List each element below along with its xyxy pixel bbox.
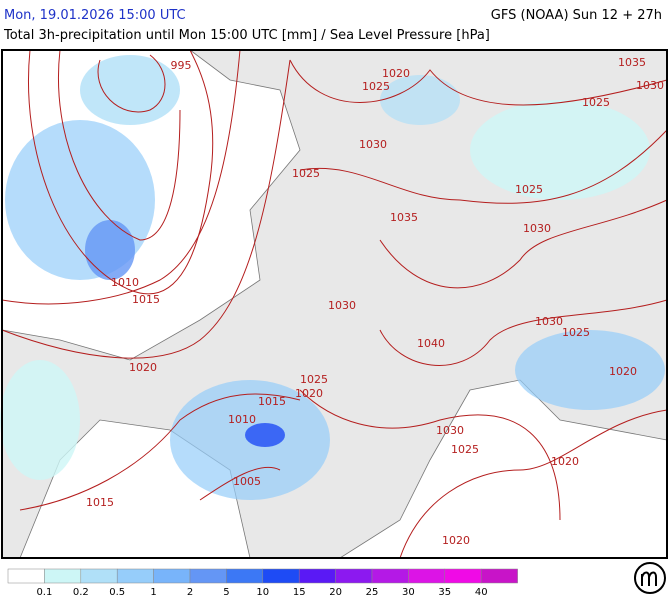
- legend-swatch: [262, 568, 300, 584]
- isobar-label: 1025: [582, 96, 610, 109]
- legend-swatch: [371, 568, 409, 584]
- precip-area: [515, 330, 665, 410]
- legend-swatch: [189, 568, 227, 584]
- isobar-label: 1030: [636, 79, 664, 92]
- precip-area: [245, 423, 285, 447]
- isobar-label: 1020: [551, 455, 579, 468]
- precip-area: [0, 360, 80, 480]
- precip-area: [80, 55, 180, 125]
- legend-label: 0.1: [36, 587, 52, 598]
- legend-swatch: [298, 568, 336, 584]
- map-frame: [1, 49, 668, 559]
- isobar-label: 1020: [442, 534, 470, 547]
- legend-label: 20: [329, 587, 342, 598]
- description: Total 3h-precipitation until Mon 15:00 U…: [3, 28, 490, 43]
- legend-swatch: [408, 568, 446, 584]
- legend-swatch: [153, 568, 191, 584]
- isobar-label: 1020: [382, 67, 410, 80]
- legend-label: 30: [402, 587, 415, 598]
- legend-label: 35: [438, 587, 451, 598]
- legend-swatch: [7, 568, 45, 584]
- legend-label: 2: [187, 587, 193, 598]
- legend-swatch: [480, 568, 518, 584]
- legend-swatch: [80, 568, 118, 584]
- isobar-label: 1020: [295, 387, 323, 400]
- legend-label: 0.2: [73, 587, 89, 598]
- legend-swatch: [44, 568, 82, 584]
- legend-label: 25: [366, 587, 379, 598]
- isobar-label: 1040: [417, 337, 445, 350]
- legend-label: 10: [256, 587, 269, 598]
- isobar-label: 1035: [618, 56, 646, 69]
- isobar-label: 1025: [515, 183, 543, 196]
- legend-label: 5: [223, 587, 229, 598]
- legend-label: 0.5: [109, 587, 125, 598]
- model-run: GFS (NOAA) Sun 12 + 27h: [491, 8, 662, 23]
- legend-label: 1: [150, 587, 156, 598]
- valid-time: Mon, 19.01.2026 15:00 UTC: [4, 8, 186, 23]
- isobar-label: 1020: [609, 365, 637, 378]
- isobar-label: 1030: [523, 222, 551, 235]
- isobar-label: 1030: [359, 138, 387, 151]
- isobar-label: 1025: [300, 373, 328, 386]
- isobar-label: 1025: [562, 326, 590, 339]
- logo: [634, 562, 666, 594]
- isobar-label: 1025: [451, 443, 479, 456]
- isobar-label: 1030: [436, 424, 464, 437]
- isobar-label: 1025: [292, 167, 320, 180]
- isobar-label: 1015: [132, 293, 160, 306]
- isobar-label: 1015: [86, 496, 114, 509]
- legend-label: 40: [475, 587, 488, 598]
- isobar-label: 1030: [535, 315, 563, 328]
- isobar-label: 1020: [129, 361, 157, 374]
- legend-swatch: [226, 568, 264, 584]
- map: 9951020102510351030102510301025102510351…: [0, 49, 668, 559]
- isobar-label: 1010: [111, 276, 139, 289]
- isobar-label: 1035: [390, 211, 418, 224]
- isobar-label: 1030: [328, 299, 356, 312]
- legend: 0.1 0.2 0.5 1 2 5 10 15 20 25 30 35 40: [7, 568, 518, 598]
- legend-swatch: [116, 568, 154, 584]
- isobar-label: 1010: [228, 413, 256, 426]
- legend-swatch: [335, 568, 373, 584]
- precip-area: [85, 220, 135, 280]
- legend-swatch: [444, 568, 482, 584]
- legend-label: 15: [293, 587, 306, 598]
- precip-area: [380, 75, 460, 125]
- isobar-label: 1025: [362, 80, 390, 93]
- precip-area: [470, 100, 650, 200]
- isobar-label: 1015: [258, 395, 286, 408]
- isobars: [1, 49, 668, 559]
- isobar-label: 1005: [233, 475, 261, 488]
- isobar-label: 995: [171, 59, 192, 72]
